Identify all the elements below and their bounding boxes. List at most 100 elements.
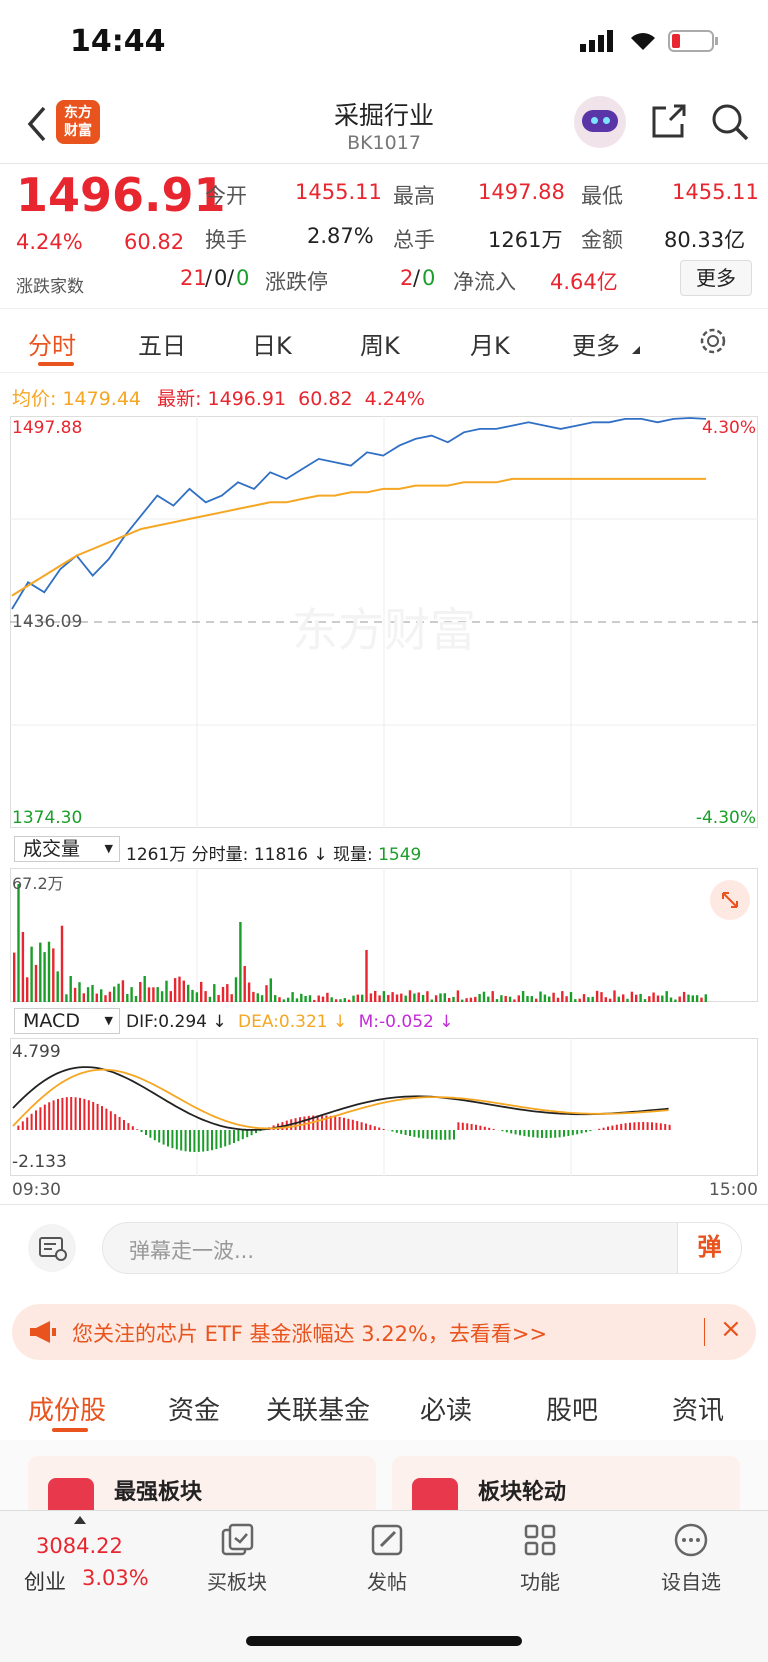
volume-bar [361, 994, 364, 1002]
volume-bar [160, 991, 164, 1002]
macd-bar [475, 1124, 477, 1130]
tab-funds-flow[interactable]: 资金 [168, 1396, 221, 1426]
volume-selector[interactable]: 成交量 ▼ [14, 836, 120, 862]
robot-avatar[interactable] [574, 96, 626, 148]
tab-news[interactable]: 资讯 [672, 1396, 725, 1426]
close-icon[interactable]: × [720, 1314, 742, 1344]
volume-bar [487, 996, 490, 1002]
tab-more[interactable]: 更多 [572, 332, 620, 360]
functions-button[interactable]: 功能 [485, 1520, 595, 1595]
volume-now-value: 1549 [378, 845, 422, 865]
notice-banner[interactable]: 您关注的芯片 ETF 基金涨幅达 3.22%，去看看>> × [12, 1304, 756, 1360]
search-icon[interactable] [710, 102, 750, 142]
tab-must-read[interactable]: 必读 [420, 1396, 473, 1426]
volume-bar [113, 986, 116, 1002]
index-label[interactable]: 创业 [24, 1570, 66, 1594]
more-quote-button[interactable]: 更多 [680, 260, 752, 296]
macd-bar [479, 1125, 482, 1130]
macd-chart[interactable] [10, 1038, 758, 1176]
volume-bar [295, 998, 299, 1002]
share-icon[interactable] [650, 102, 688, 140]
post-button[interactable]: 发帖 [332, 1520, 442, 1595]
macd-bar [321, 1115, 323, 1130]
add-watchlist-button[interactable]: 设自选 [636, 1520, 746, 1595]
macd-bar [171, 1130, 174, 1149]
volume-bar [326, 992, 329, 1002]
chart-watermark: 东方财富 [292, 604, 476, 656]
danmaku-settings-button[interactable] [28, 1224, 76, 1272]
volume-bar [426, 991, 429, 1002]
macd-selector[interactable]: MACD ▼ [14, 1008, 120, 1034]
volume-now-label: 现量: [332, 845, 373, 865]
tab-forum[interactable]: 股吧 [546, 1396, 599, 1426]
intraday-chart[interactable]: 东方财富 [10, 416, 758, 828]
volume-bar [652, 992, 655, 1002]
volume-bar [552, 992, 555, 1002]
chart-bot-pct: -4.30% [695, 808, 756, 828]
macd-bar [527, 1130, 530, 1137]
macd-bar [470, 1124, 473, 1130]
macd-bar [180, 1130, 183, 1151]
volume-bar [674, 999, 677, 1002]
change-value: 60.82 [124, 230, 185, 254]
tab-five-day[interactable]: 五日 [138, 332, 186, 360]
danmaku-send-button[interactable]: 弹 [677, 1223, 741, 1273]
macd-bar [158, 1130, 161, 1143]
tab-weekly-k[interactable]: 周K [360, 332, 400, 360]
volume-bar [587, 997, 590, 1002]
limit-down: 0 [422, 266, 436, 290]
macd-bar [343, 1117, 345, 1130]
tab-monthly-k[interactable]: 月K [470, 332, 510, 360]
macd-bar [70, 1097, 73, 1130]
macd-bar [145, 1130, 147, 1135]
volume-bar [47, 941, 51, 1002]
tab-intraday[interactable]: 分时 [28, 332, 76, 360]
macd-bar [651, 1122, 653, 1130]
volume-bar [182, 980, 185, 1002]
buy-sector-button[interactable]: 买板块 [182, 1520, 292, 1595]
volume-bar [574, 999, 577, 1002]
status-time: 14:44 [70, 24, 166, 59]
macd-bar [602, 1127, 605, 1130]
tab-constituents[interactable]: 成份股 [28, 1396, 107, 1426]
macd-bar [351, 1119, 354, 1130]
index-pct[interactable]: 3.03% [82, 1566, 149, 1590]
macd-bar [149, 1130, 152, 1138]
macd-bar [189, 1130, 191, 1152]
volume-bar [622, 994, 625, 1002]
volume-bar [561, 991, 564, 1002]
volume-bar [639, 993, 642, 1002]
volume-bar [500, 995, 503, 1002]
volume-chart[interactable] [10, 868, 758, 1002]
macd-bar [395, 1130, 398, 1133]
tab-daily-k[interactable]: 日K [252, 332, 292, 360]
dropdown-icon: ▼ [104, 1014, 113, 1027]
volume-bar [156, 987, 159, 1002]
back-icon[interactable] [24, 104, 48, 144]
volume-bar [208, 996, 212, 1002]
card-strongest-sector[interactable]: 最强板块 识别当前热点板块 [28, 1456, 376, 1516]
card-sector-rotation[interactable]: 板块轮动 轮动行情一目了然 [392, 1456, 740, 1516]
expand-button[interactable] [710, 880, 750, 920]
grid-icon [524, 1524, 556, 1556]
price-line [11, 417, 707, 610]
macd-bar [74, 1097, 77, 1130]
edit-icon [371, 1524, 403, 1556]
settings-icon[interactable] [698, 326, 728, 356]
comment-input[interactable]: 弹幕走一波... 弹 [102, 1222, 742, 1274]
volume-bar [513, 999, 516, 1002]
volume-bar [226, 984, 229, 1002]
index-value[interactable]: 3084.22 [36, 1534, 123, 1558]
volume-bar [648, 996, 651, 1002]
macd-bar [162, 1130, 165, 1145]
macd-bar [338, 1117, 341, 1130]
volume-bar [274, 995, 277, 1002]
status-bar: 14:44 [0, 0, 768, 90]
macd-bot-label: -2.133 [12, 1152, 67, 1172]
macd-bar [589, 1130, 592, 1132]
inflow-label: 净流入 [453, 270, 516, 294]
macd-bar [303, 1116, 306, 1130]
tab-related-funds[interactable]: 关联基金 [266, 1396, 371, 1426]
volume-bar [691, 995, 694, 1002]
danmaku-icon [39, 1237, 67, 1261]
